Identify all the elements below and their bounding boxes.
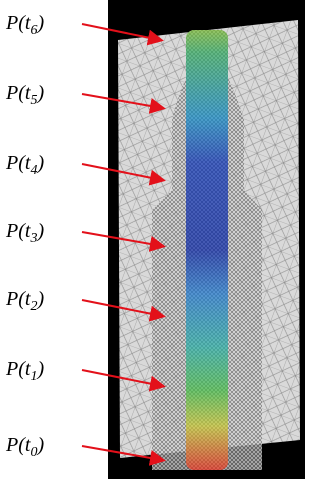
subscript: 6 [30,23,37,38]
subscript: 0 [30,445,37,460]
time-label: P(t6) [5,12,44,38]
time-label: P(t4) [5,152,44,178]
time-label: P(t2) [5,288,44,314]
label-text: ) [36,434,44,456]
label-text: ) [36,152,44,174]
time-label: P(t1) [5,358,44,384]
label-text: ) [36,82,44,104]
label-text: ) [36,288,44,310]
subscript: 2 [30,299,37,314]
figure: P(t6)P(t5)P(t4)P(t3)P(t2)P(t1)P(t0) [0,0,331,479]
label-text: P(t [5,12,31,34]
page: P(t6)P(t5)P(t4)P(t3)P(t2)P(t1)P(t0) (() … [0,0,331,479]
time-label: P(t0) [5,434,44,460]
subscript: 3 [29,231,37,246]
subscript: 1 [30,369,37,384]
label-text: P(t [5,82,31,104]
label-text: P(t [5,152,31,174]
label-text: P(t [5,288,31,310]
label-text: P(t [5,220,31,242]
label-text: ) [36,220,44,242]
subscript: 4 [30,163,37,178]
label-text: ) [36,12,44,34]
label-text: ) [36,358,44,380]
time-label: P(t5) [5,82,44,108]
label-text: P(t [5,434,31,456]
subscript: 5 [30,93,37,108]
time-label: P(t3) [5,220,44,246]
column-mesh [186,30,228,470]
label-text: P(t [5,358,31,380]
